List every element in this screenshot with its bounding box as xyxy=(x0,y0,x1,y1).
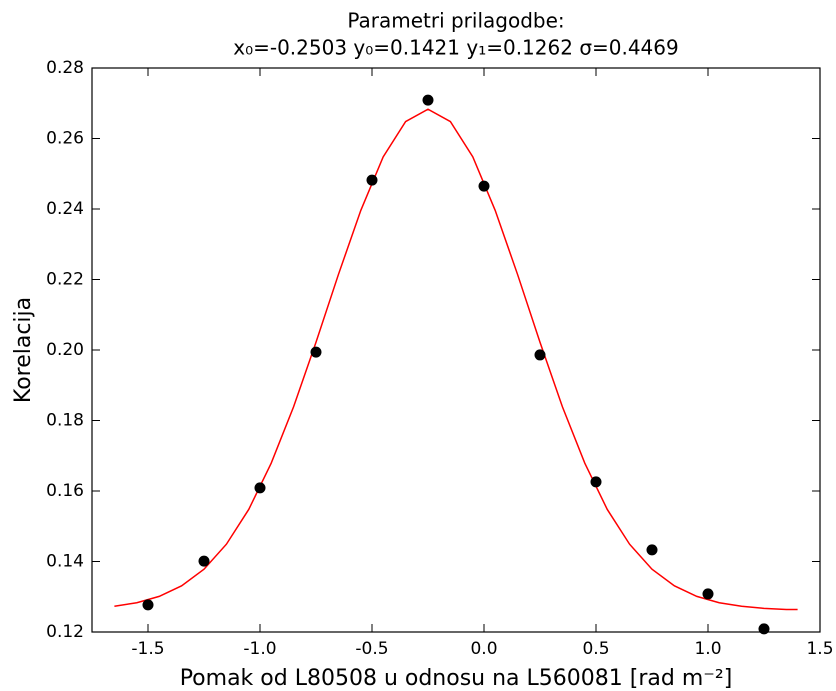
data-point xyxy=(310,346,322,358)
data-point xyxy=(198,555,210,567)
x-tick-label: 0.5 xyxy=(582,639,609,659)
x-tick-label: -1.0 xyxy=(243,639,276,659)
data-point xyxy=(590,476,602,488)
x-axis-label: Pomak od L80508 u odnosu na L560081 [rad… xyxy=(180,666,733,691)
x-tick-label: 1.5 xyxy=(806,639,833,659)
y-tick-label: 0.22 xyxy=(46,270,84,290)
chart-subtitle: x₀=-0.2503 y₀=0.1421 y₁=0.1262 σ=0.4469 xyxy=(233,36,678,60)
data-point xyxy=(478,180,490,192)
y-tick-label: 0.16 xyxy=(46,481,84,501)
x-tick-label: -0.5 xyxy=(355,639,388,659)
fit-curve xyxy=(114,108,798,611)
plot-frame xyxy=(91,67,821,633)
data-point xyxy=(366,174,378,186)
y-axis-label: Korelacija xyxy=(11,297,36,403)
chart-title: Parametri prilagodbe: xyxy=(347,9,564,33)
data-point xyxy=(758,623,770,635)
y-tick-label: 0.26 xyxy=(46,129,84,149)
x-tick-label: -1.5 xyxy=(131,639,164,659)
x-tick-label: 0.0 xyxy=(470,639,497,659)
y-tick-label: 0.18 xyxy=(46,411,84,431)
y-tick-label: 0.14 xyxy=(46,552,84,572)
x-tick-label: 1.0 xyxy=(694,639,721,659)
data-point xyxy=(142,599,154,611)
data-point xyxy=(646,544,658,556)
data-point xyxy=(702,588,714,600)
y-tick-label: 0.20 xyxy=(46,340,84,360)
data-point xyxy=(422,94,434,106)
y-tick-label: 0.12 xyxy=(46,622,84,642)
data-point xyxy=(254,482,266,494)
data-point xyxy=(534,349,546,361)
y-tick-label: 0.24 xyxy=(46,199,84,219)
y-tick-label: 0.28 xyxy=(46,58,84,78)
